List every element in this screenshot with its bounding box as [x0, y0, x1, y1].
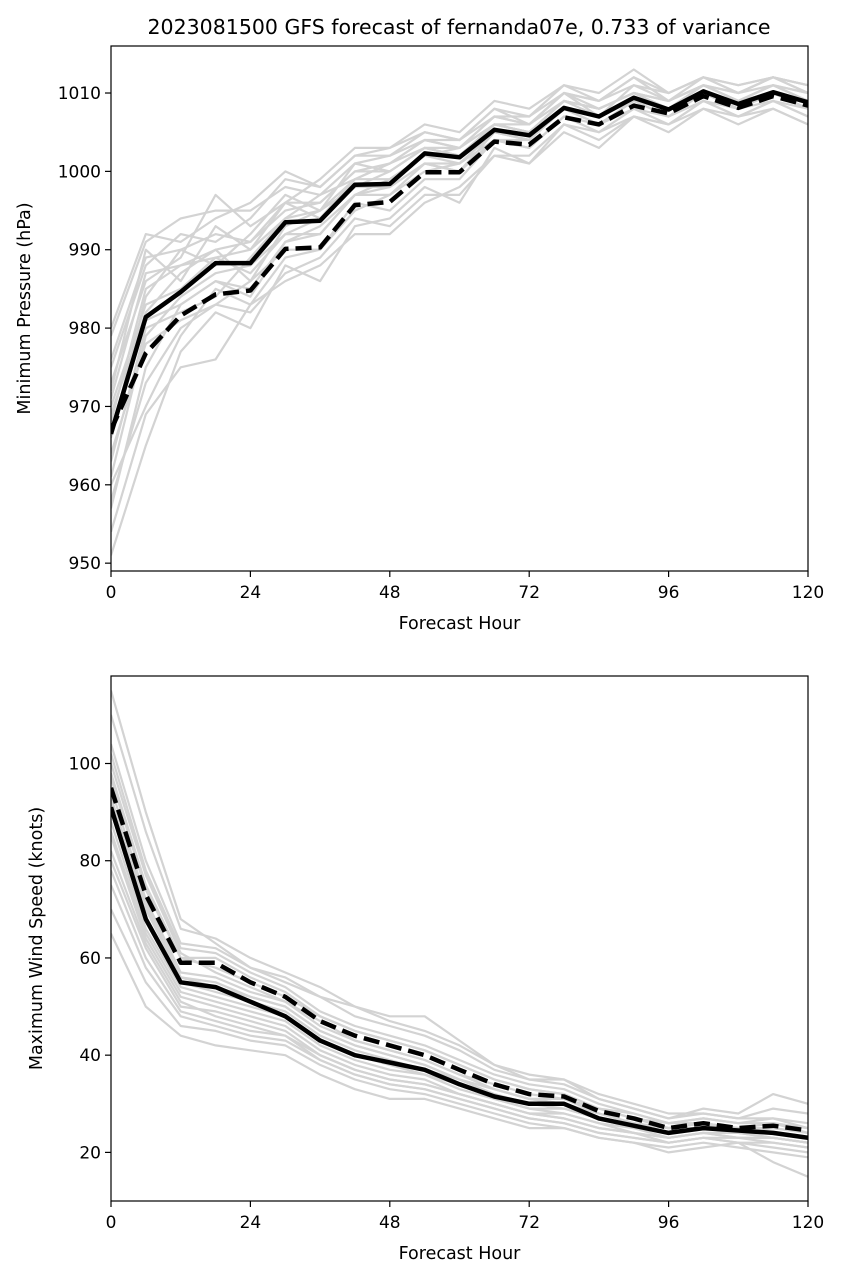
wind-ensemble-member-line	[111, 908, 808, 1159]
wind-dashed-series-line	[111, 787, 808, 1133]
wind-ensemble-member-line	[111, 743, 808, 1125]
wind-x-tick-label: 120	[792, 1213, 824, 1233]
wind-x-tick-label: 24	[240, 1213, 262, 1233]
wind-ensemble-member-line	[111, 933, 808, 1178]
pressure-dashed-series-line	[111, 93, 808, 431]
pressure-y-tick-label: 1000	[58, 162, 101, 182]
pressure-panel: 0 24 48 72 96 120 950 960 970 980 990 1000 1010 Forec…	[15, 45, 824, 634]
wind-panel: 0 24 48 72 96 120 20 40 60 80 100 Forecast Hour Maxi…	[27, 675, 824, 1264]
wind-y-tick-label: 80	[79, 852, 101, 872]
pressure-axes-frame	[110, 45, 809, 572]
chart-title: 2023081500 GFS forecast of fernanda07e, …	[148, 15, 771, 39]
pressure-x-tick-label: 120	[792, 583, 824, 603]
pressure-ensemble-member-line	[111, 99, 808, 454]
pressure-ensemble-member-line	[111, 76, 808, 329]
pressure-solid-series-line	[111, 89, 808, 435]
wind-x-tick-label: 0	[106, 1213, 117, 1233]
wind-ensemble-member-line	[111, 714, 808, 1120]
pressure-x-tick-label: 48	[379, 583, 401, 603]
pressure-y-tick-label: 990	[69, 241, 101, 261]
wind-x-axis-label: Forecast Hour	[399, 1244, 522, 1264]
wind-ensemble-member-line	[111, 777, 808, 1130]
wind-x-tick-label: 48	[379, 1213, 401, 1233]
pressure-x-tick-label: 72	[518, 583, 540, 603]
wind-y-axis-label: Maximum Wind Speed (knots)	[27, 807, 47, 1070]
wind-y-tick-label: 40	[79, 1046, 101, 1066]
pressure-ensemble-member-line	[111, 99, 808, 533]
wind-y-tick-label: 100	[69, 755, 101, 775]
wind-y-tick-label: 20	[79, 1143, 101, 1163]
wind-axes-frame	[110, 675, 809, 1202]
pressure-y-axis-label: Minimum Pressure (hPa)	[15, 202, 35, 414]
pressure-y-tick-label: 950	[69, 554, 101, 574]
wind-ensemble-member-line	[111, 690, 808, 1120]
wind-x-tick-label: 72	[518, 1213, 540, 1233]
pressure-x-tick-label: 24	[240, 583, 262, 603]
pressure-ensemble-member-line	[111, 84, 808, 399]
wind-solid-series-line	[111, 806, 808, 1141]
pressure-y-tick-label: 1010	[58, 84, 101, 104]
pressure-y-tick-label: 960	[69, 476, 101, 496]
pressure-x-axis-label: Forecast Hour	[399, 614, 522, 634]
pressure-ensemble-member-line	[111, 107, 808, 556]
wind-x-tick-label: 96	[658, 1213, 680, 1233]
pressure-plot-area	[111, 68, 808, 556]
wind-y-tick-label: 60	[79, 949, 101, 969]
pressure-y-tick-label: 970	[69, 397, 101, 417]
pressure-x-tick-label: 0	[106, 583, 117, 603]
wind-ensemble-member-line	[111, 869, 808, 1154]
wind-ensemble-member-line	[111, 831, 808, 1144]
wind-plot-area	[111, 690, 808, 1178]
pressure-x-tick-label: 96	[658, 583, 680, 603]
pressure-ensemble-member-line	[111, 107, 808, 501]
pressure-y-tick-label: 980	[69, 319, 101, 339]
wind-ensemble-member-line	[111, 753, 808, 1130]
pressure-ensemble-member-line	[111, 68, 808, 384]
